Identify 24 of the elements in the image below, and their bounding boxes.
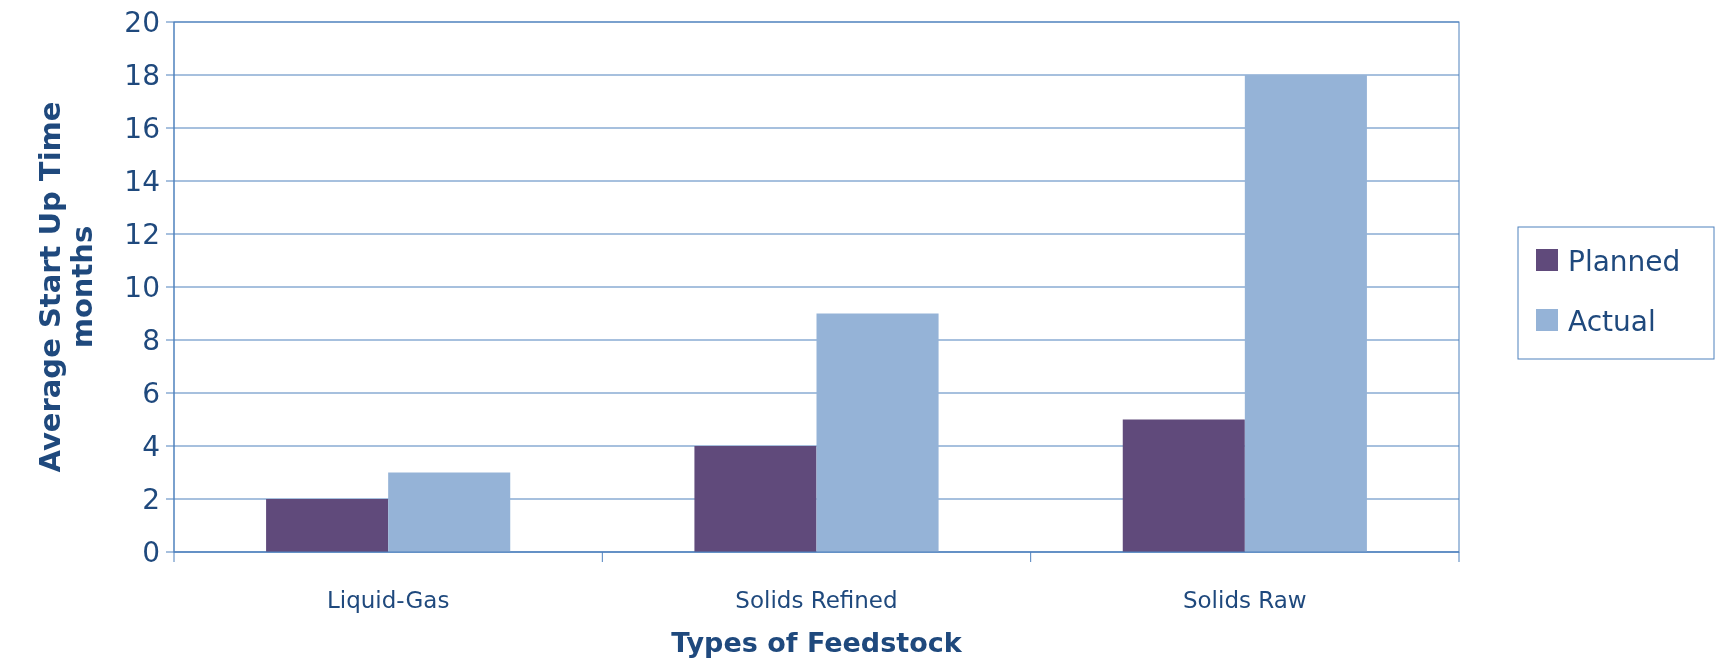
legend-label: Planned [1568, 244, 1681, 278]
y-axis-title: Average Start Up Time months [33, 101, 99, 473]
y-tick-label: 4 [142, 429, 160, 463]
bar [1122, 419, 1245, 552]
y-tick-label: 6 [142, 376, 160, 410]
x-axis-title: Types of Feedstock [671, 627, 963, 658]
legend-label: Actual [1568, 304, 1656, 338]
y-tick-label: 14 [124, 164, 160, 198]
bar [1244, 75, 1367, 552]
y-tick-label: 8 [142, 323, 160, 357]
bar [816, 313, 939, 552]
y-tick-label: 10 [124, 270, 160, 304]
bar [694, 446, 817, 552]
y-tick-label: 2 [142, 482, 160, 516]
x-tick-label: Solids Refined [735, 587, 898, 613]
bar [266, 499, 389, 552]
y-tick-label: 12 [124, 217, 160, 251]
y-tick-label: 20 [124, 5, 160, 39]
bar [388, 472, 511, 552]
y-tick-label: 18 [124, 58, 160, 92]
y-tick-label: 16 [124, 111, 160, 145]
x-tick-label: Solids Raw [1182, 587, 1307, 613]
x-tick-label: Liquid-Gas [326, 587, 450, 613]
y-tick-label: 0 [142, 535, 160, 569]
